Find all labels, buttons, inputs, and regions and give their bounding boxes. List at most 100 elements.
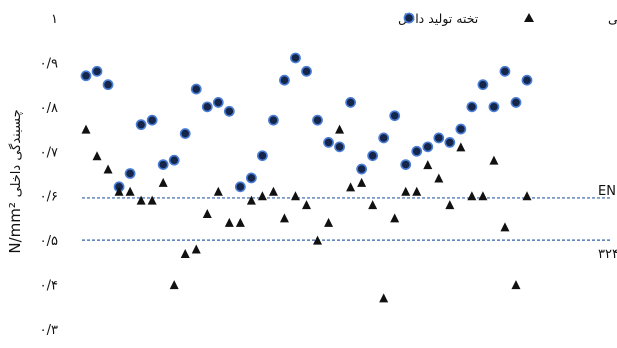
point-imported: [401, 186, 411, 196]
legend-label: تخته وارداتی: [608, 11, 617, 27]
point-imported: [169, 280, 179, 290]
point-imported: [423, 160, 433, 170]
point-domestic: [422, 141, 434, 153]
point-domestic: [323, 136, 334, 148]
y-tick-label: ۰/۵: [40, 234, 58, 249]
point-imported: [412, 186, 422, 196]
point-domestic: [488, 101, 500, 113]
point-domestic: [433, 132, 445, 144]
point-domestic: [135, 119, 147, 131]
point-imported: [357, 177, 367, 187]
point-domestic: [521, 74, 533, 86]
point-imported: [213, 186, 223, 196]
point-domestic: [245, 172, 257, 184]
point-imported: [522, 191, 532, 201]
legend-label: تخته تولید داخل: [398, 11, 479, 27]
point-imported: [467, 191, 477, 201]
y-tick-label: ۰/۴: [40, 279, 58, 294]
point-domestic: [477, 79, 489, 91]
point-domestic: [510, 97, 522, 108]
point-imported: [379, 293, 389, 303]
point-imported: [302, 200, 311, 210]
point-domestic: [378, 132, 390, 144]
point-imported: [235, 217, 245, 227]
point-imported: [224, 217, 234, 227]
point-domestic: [312, 114, 323, 126]
point-domestic: [290, 52, 301, 64]
point-imported: [92, 151, 102, 161]
point-imported: [268, 186, 278, 196]
point-domestic: [80, 70, 92, 82]
point-imported: [191, 244, 201, 254]
point-imported: [346, 182, 356, 192]
point-domestic: [102, 79, 114, 91]
point-imported: [257, 191, 267, 201]
y-tick-label: ۱: [51, 12, 58, 27]
point-imported: [489, 155, 499, 165]
legend-marker-circle: [403, 12, 415, 24]
point-imported: [158, 177, 168, 187]
point-domestic: [466, 101, 478, 113]
point-domestic: [234, 181, 246, 193]
point-domestic: [455, 123, 467, 135]
point-domestic: [268, 114, 279, 126]
legend-marker-triangle: [524, 13, 534, 22]
y-axis-unit: N/mm²: [6, 197, 24, 253]
point-domestic: [345, 97, 356, 108]
point-domestic: [201, 101, 213, 113]
point-domestic: [190, 83, 202, 95]
point-imported: [434, 173, 444, 183]
point-imported: [390, 213, 400, 223]
point-imported: [368, 200, 378, 210]
point-imported: [335, 124, 345, 134]
point-imported: [136, 195, 146, 205]
point-imported: [180, 248, 190, 258]
point-imported: [324, 217, 334, 227]
point-imported: [290, 191, 300, 201]
reference-line-label: استاندارد ملی ایران، ۳۲۴۳: [598, 247, 617, 262]
point-domestic: [91, 65, 103, 77]
point-domestic: [444, 136, 456, 148]
plot-area: [80, 52, 533, 303]
point-domestic: [179, 128, 191, 139]
point-imported: [125, 186, 135, 196]
reference-lines: استاندارد EN 319 استاندارد ملی ایران، ۳۲۴…: [82, 184, 617, 262]
point-imported: [114, 186, 124, 196]
y-tick-label: ۰/۸: [40, 101, 58, 116]
point-imported: [511, 280, 521, 290]
point-imported: [103, 164, 113, 174]
point-imported: [147, 195, 157, 205]
y-tick-label: ۰/۶: [40, 190, 58, 205]
point-domestic: [212, 97, 224, 108]
point-imported: [456, 142, 466, 152]
point-domestic: [146, 114, 158, 126]
point-domestic: [367, 150, 379, 162]
point-domestic: [356, 163, 368, 175]
point-domestic: [279, 74, 290, 86]
point-imported: [313, 235, 323, 245]
point-domestic: [499, 65, 511, 77]
point-domestic: [223, 105, 235, 117]
point-imported: [202, 208, 212, 218]
y-axis: ۰/۳ ۰/۴ ۰/۵ ۰/۶ ۰/۷ ۰/۸ ۰/۹ ۱ N/mm² چسبندگی داخل…: [6, 12, 58, 338]
point-domestic: [389, 110, 401, 122]
point-imported: [478, 191, 488, 201]
point-domestic: [411, 145, 423, 157]
legend: تخته تولید داخل تخته وارداتی: [398, 11, 617, 27]
y-tick-label: ۰/۷: [40, 145, 58, 160]
point-imported: [279, 213, 289, 223]
point-domestic: [334, 141, 345, 153]
point-domestic: [301, 65, 312, 77]
point-imported: [81, 124, 91, 134]
y-tick-label: ۰/۳: [40, 323, 58, 338]
point-domestic: [400, 159, 412, 171]
point-domestic: [168, 154, 180, 166]
point-imported: [445, 200, 455, 210]
y-tick-label: ۰/۹: [40, 56, 58, 71]
reference-line-label: استاندارد EN 319: [598, 184, 617, 199]
point-domestic: [256, 150, 268, 162]
point-domestic: [157, 159, 169, 171]
y-axis-label: چسبندگی داخلی: [8, 109, 24, 197]
